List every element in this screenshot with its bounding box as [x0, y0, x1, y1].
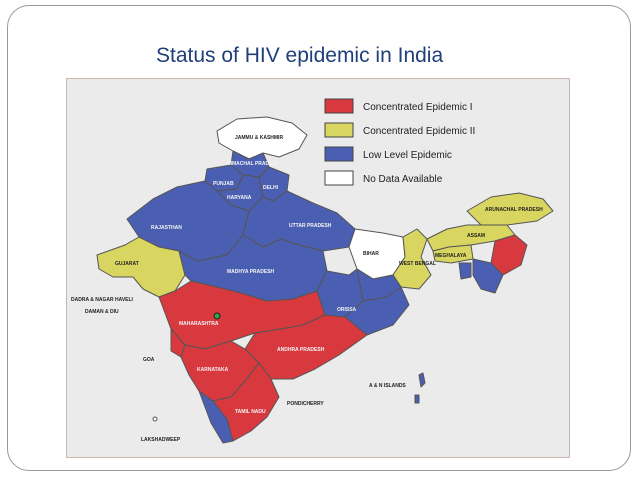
india-map: JAMMU & KASHMIR HIMACHAL PRADESH PUNJAB … — [66, 78, 570, 458]
legend-swatch-concentrated-2 — [324, 122, 354, 138]
mumbai-marker — [213, 312, 221, 320]
label-karnataka: KARNATAKA — [197, 367, 229, 373]
legend-label-no-data: No Data Available — [363, 174, 443, 185]
legend-swatch-concentrated-1 — [324, 98, 354, 114]
label-gujarat: GUJARAT — [115, 261, 139, 267]
label-haryana: HARYANA — [227, 195, 252, 201]
label-meghalaya: MEGHALAYA — [435, 253, 467, 259]
legend-swatch-no-data — [324, 170, 354, 186]
legend-swatch-low-level — [324, 146, 354, 162]
label-punjab: PUNJAB — [213, 181, 234, 187]
label-pondicherry: PONDICHERRY — [287, 401, 324, 407]
label-andhra: ANDHRA PRADESH — [277, 347, 325, 353]
state-jammu-kashmir — [216, 116, 308, 160]
legend-label-concentrated-1: Concentrated Epidemic I — [363, 102, 473, 113]
label-tamil-nadu: TAMIL NADU — [235, 409, 266, 415]
label-rajasthan: RAJASTHAN — [151, 225, 182, 231]
label-lakshadweep: LAKSHADWEEP — [141, 437, 181, 443]
label-himachal: HIMACHAL PRADESH — [227, 161, 280, 167]
state-tripura — [458, 262, 472, 280]
label-delhi: DELHI — [263, 185, 279, 191]
label-dadra: DADRA & NAGAR HAVELI — [71, 297, 134, 303]
label-daman: DAMAN & DIU — [85, 309, 119, 315]
label-andaman: A & N ISLANDS — [369, 383, 406, 389]
label-jammu-kashmir: JAMMU & KASHMIR — [235, 135, 283, 141]
legend: Concentrated Epidemic I Concentrated Epi… — [324, 98, 475, 186]
india-map-svg: JAMMU & KASHMIR HIMACHAL PRADESH PUNJAB … — [71, 98, 554, 444]
state-tamil-nadu — [212, 362, 280, 442]
state-andaman-islands — [414, 372, 426, 404]
slide-title: Status of HIV epidemic in India — [156, 44, 444, 67]
label-bihar: BIHAR — [363, 251, 379, 257]
state-lakshadweep-island — [152, 416, 158, 422]
label-uttar-pradesh: UTTAR PRADESH — [289, 223, 332, 229]
legend-label-concentrated-2: Concentrated Epidemic II — [363, 126, 475, 137]
label-madhya-pradesh: MADHYA PRADESH — [227, 269, 275, 275]
state-west-bengal — [392, 228, 432, 290]
label-arunachal: ARUNACHAL PRADESH — [485, 207, 543, 213]
label-assam: ASSAM — [467, 233, 485, 239]
label-maharashtra: MAHARASHTRA — [179, 321, 219, 327]
state-uttar-pradesh — [242, 190, 356, 252]
state-mizoram — [472, 258, 504, 294]
label-goa: GOA — [143, 357, 155, 363]
legend-label-low-level: Low Level Epidemic — [363, 150, 452, 161]
label-west-bengal: WEST BENGAL — [399, 261, 436, 267]
label-orissa: ORISSA — [337, 307, 357, 313]
